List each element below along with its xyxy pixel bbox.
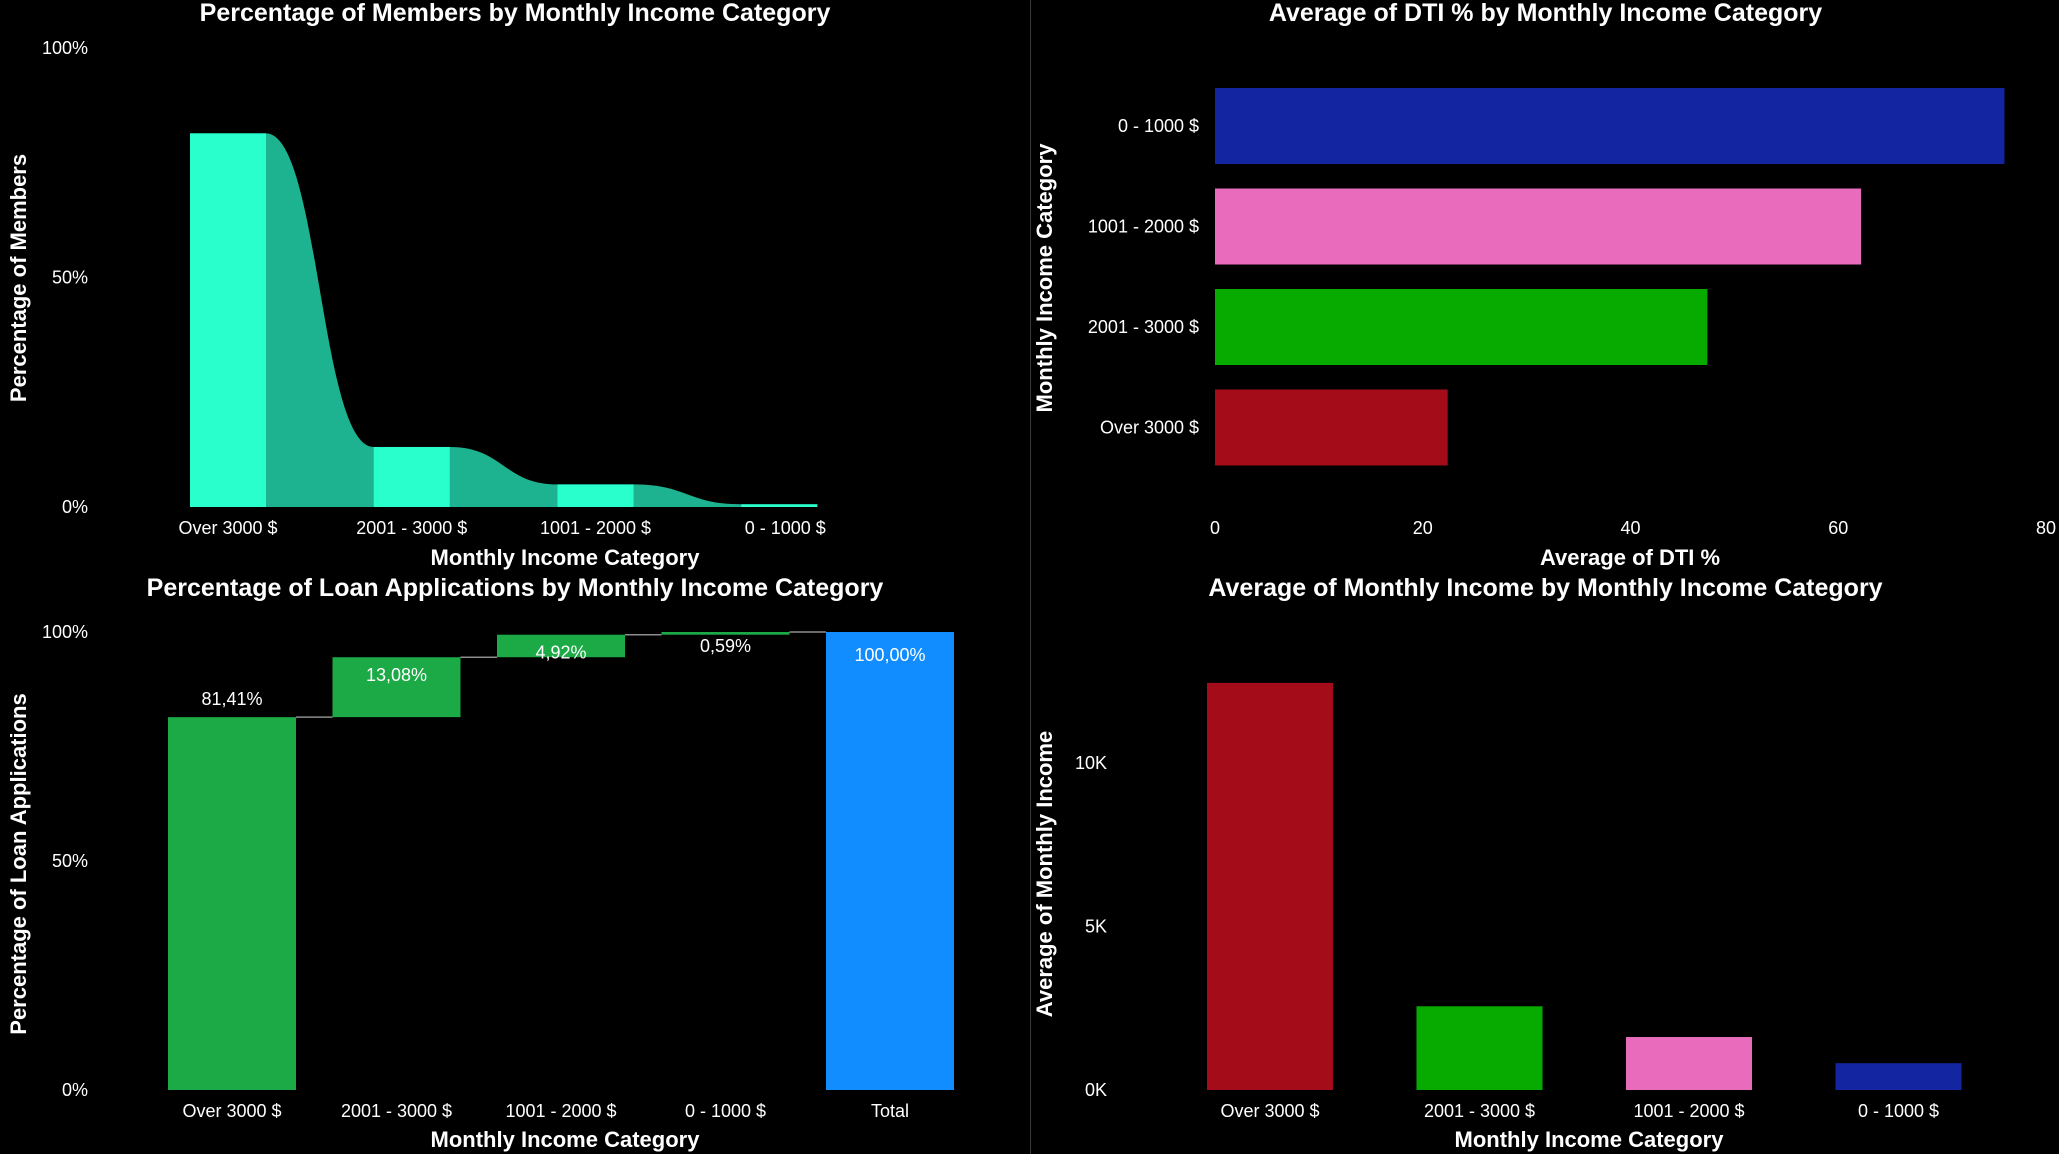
- chart-title: Average of DTI % by Monthly Income Categ…: [1268, 0, 1823, 27]
- chart-title: Percentage of Loan Applications by Month…: [146, 574, 884, 602]
- column-over-3000: [190, 133, 266, 507]
- bar-over-3000: [168, 717, 296, 1090]
- y-tick-label: 50%: [52, 851, 88, 871]
- y-tick-label: 100%: [42, 38, 88, 58]
- income-chart-panel: Average of Monthly Income by Monthly Inc…: [1032, 574, 2059, 1154]
- y-axis-title: Average of Monthly Income: [1032, 731, 1057, 1017]
- x-tick-label: Over 3000 $: [1220, 1101, 1319, 1121]
- y-tick-label: 2001 - 3000 $: [1088, 317, 1199, 337]
- x-tick-label: 0 - 1000 $: [745, 518, 826, 538]
- x-tick-label: 0 - 1000 $: [685, 1101, 766, 1121]
- x-tick-label: 1001 - 2000 $: [1633, 1101, 1744, 1121]
- data-label: 4,92%: [535, 643, 586, 663]
- bar-2001-3000: [1416, 1006, 1543, 1090]
- y-tick-label: 1001 - 2000 $: [1088, 217, 1199, 237]
- x-tick-label: 80: [2036, 518, 2056, 538]
- column-0-1000: [741, 504, 818, 507]
- x-tick-label: 1001 - 2000 $: [505, 1101, 616, 1121]
- data-label: 100,00%: [854, 645, 925, 665]
- x-axis-title: Average of DTI %: [1540, 545, 1720, 570]
- y-axis-title: Monthly Income Category: [1032, 143, 1057, 413]
- data-label: 81,41%: [201, 689, 262, 709]
- y-tick-label: Over 3000 $: [1100, 418, 1199, 438]
- x-tick-label: 20: [1413, 518, 1433, 538]
- x-tick-label: 40: [1620, 518, 1640, 538]
- members-ribbon-chart: Over 3000 $ 2001 - 3000 $ 1001 - 2000 $ 0 -…: [6, 38, 826, 570]
- x-tick-label: 1001 - 2000 $: [540, 518, 651, 538]
- y-tick-label: 50%: [52, 268, 88, 288]
- y-axis-title: Percentage of Members: [6, 154, 31, 402]
- y-tick-label: 0 - 1000 $: [1118, 116, 1199, 136]
- bar-0-1000: [661, 632, 790, 635]
- income-bar-chart: Over 3000 $ 2001 - 3000 $ 1001 - 2000 $ 0 -…: [1032, 682, 1962, 1152]
- bar-over-3000: [1215, 389, 1448, 466]
- bar-1001-2000: [1626, 1037, 1752, 1090]
- panel-divider: [1030, 0, 1031, 1154]
- bar-1001-2000: [497, 634, 625, 658]
- y-tick-label: 10K: [1075, 753, 1107, 773]
- bar-1001-2000: [1215, 188, 1862, 265]
- x-tick-label: 0: [1210, 518, 1220, 538]
- x-axis-title: Monthly Income Category: [431, 545, 701, 570]
- column-2001-3000: [373, 446, 450, 507]
- x-tick-label: Over 3000 $: [182, 1101, 281, 1121]
- x-tick-label: 60: [1828, 518, 1848, 538]
- data-label: 0,59%: [700, 636, 751, 656]
- y-tick-label: 100%: [42, 622, 88, 642]
- members-chart-panel: Percentage of Members by Monthly Income …: [0, 0, 1030, 577]
- loans-waterfall-chart: 81,41% Over 3000 $ 13,08% 2001 - 3000 $ 4,92…: [6, 622, 954, 1152]
- x-tick-label: 2001 - 3000 $: [341, 1101, 452, 1121]
- x-tick-label: Total: [871, 1101, 909, 1121]
- y-tick-label: 0K: [1085, 1080, 1107, 1100]
- loans-chart-panel: Percentage of Loan Applications by Month…: [0, 574, 1030, 1154]
- x-axis-title: Monthly Income Category: [1455, 1127, 1725, 1152]
- data-label: 13,08%: [366, 665, 427, 685]
- ribbon-area: [190, 133, 818, 507]
- bar-0-1000: [1215, 88, 2005, 164]
- chart-title: Average of Monthly Income by Monthly Inc…: [1208, 574, 1883, 602]
- bar-2001-3000: [332, 657, 461, 718]
- bar-0-1000: [1835, 1063, 1962, 1090]
- y-tick-label: 5K: [1085, 917, 1107, 937]
- x-tick-label: 2001 - 3000 $: [356, 518, 467, 538]
- x-axis-title: Monthly Income Category: [431, 1127, 701, 1152]
- dti-chart-panel: Average of DTI % by Monthly Income Categ…: [1032, 0, 2059, 577]
- dti-bar-chart: 0 - 1000 $ 1001 - 2000 $ 2001 - 3000 $ Over…: [1032, 88, 2056, 570]
- x-tick-label: Over 3000 $: [178, 518, 277, 538]
- x-tick-label: 0 - 1000 $: [1858, 1101, 1939, 1121]
- y-axis-title: Percentage of Loan Applications: [6, 693, 31, 1034]
- column-1001-2000: [557, 484, 634, 507]
- bar-2001-3000: [1215, 289, 1708, 365]
- y-tick-label: 0%: [62, 1080, 88, 1100]
- bar-over-3000: [1207, 682, 1333, 1090]
- x-tick-label: 2001 - 3000 $: [1424, 1101, 1535, 1121]
- bar-total: [826, 632, 954, 1090]
- chart-title: Percentage of Members by Monthly Income …: [199, 0, 831, 27]
- y-tick-label: 0%: [62, 497, 88, 517]
